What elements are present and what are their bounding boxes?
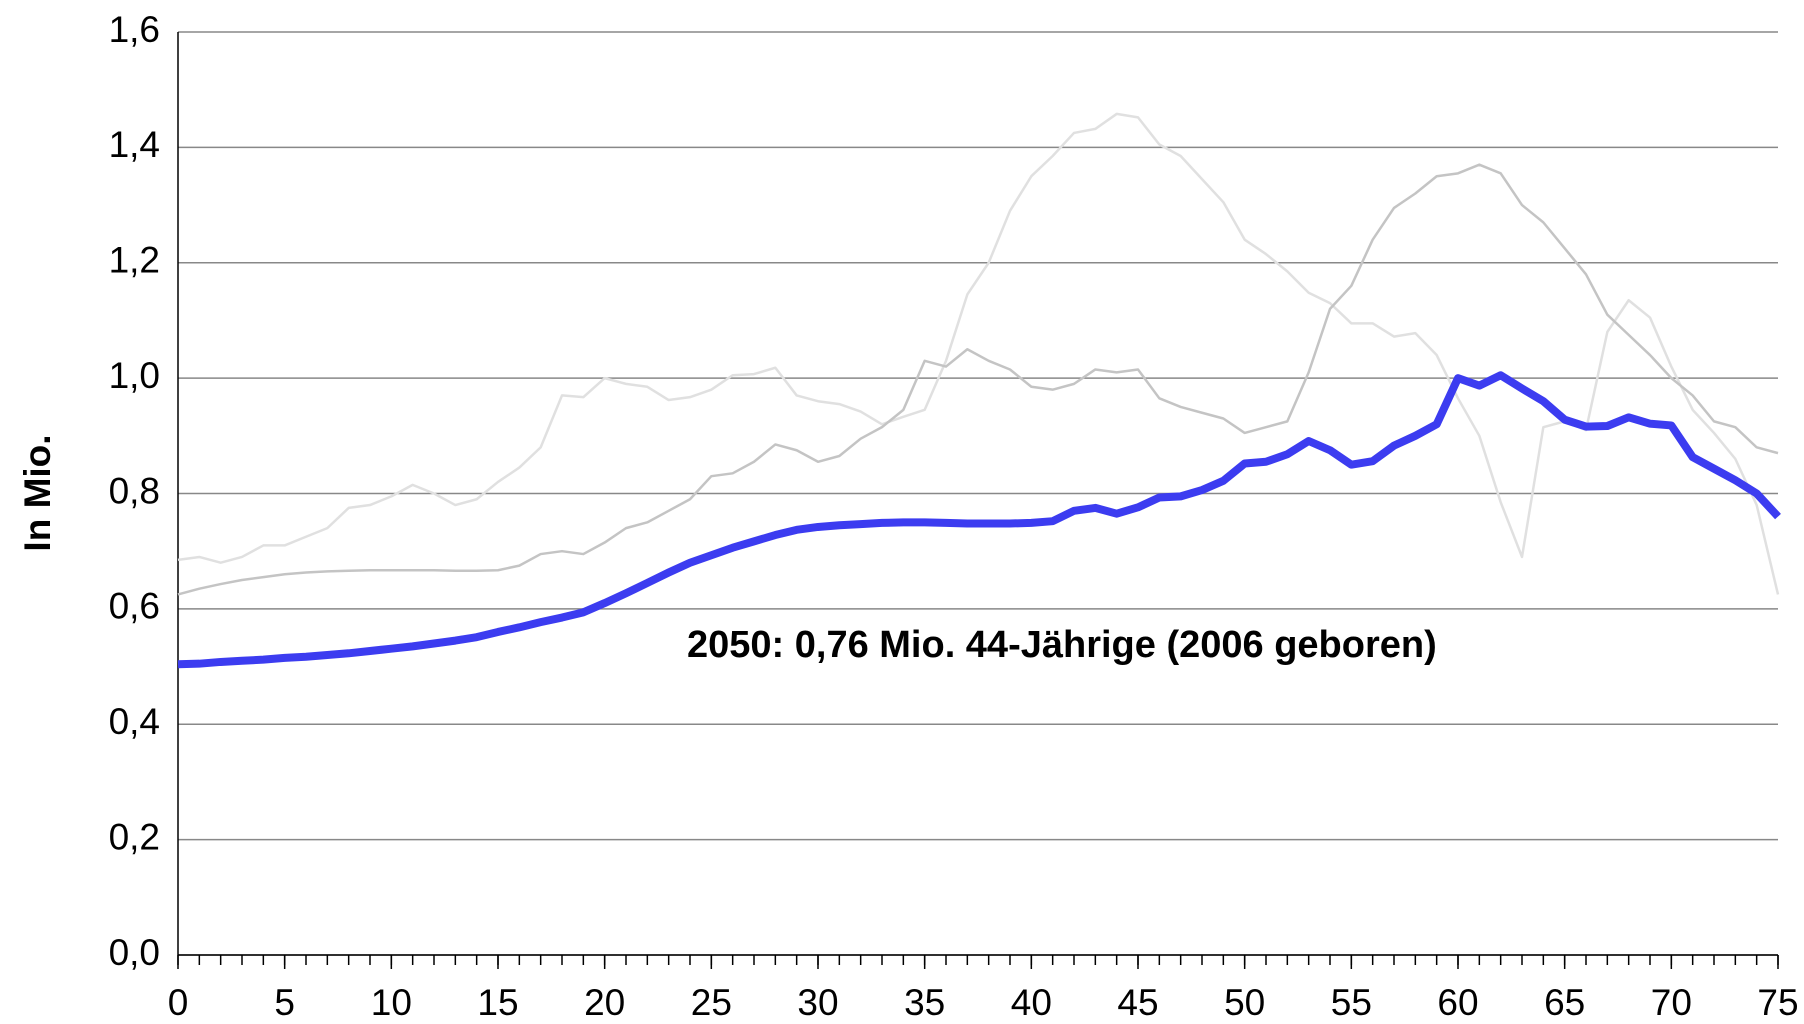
x-tick-label: 10 xyxy=(371,982,412,1023)
x-tick-label: 30 xyxy=(797,982,838,1023)
data-line xyxy=(177,163,1779,596)
y-tick-label: 0,2 xyxy=(109,816,160,857)
x-tick-label: 65 xyxy=(1544,982,1585,1023)
y-tick-label: 1,2 xyxy=(109,240,160,281)
x-tick-label: 70 xyxy=(1651,982,1692,1023)
y-tick-label: 0,6 xyxy=(109,586,160,627)
x-tick-label: 75 xyxy=(1757,982,1798,1023)
y-tick-label: 0,4 xyxy=(109,701,160,742)
data-line xyxy=(177,112,1780,595)
x-tick-label: 40 xyxy=(1011,982,1052,1023)
x-tick-label: 0 xyxy=(168,982,189,1023)
y-tick-label: 1,4 xyxy=(109,124,160,165)
x-tick-label: 25 xyxy=(691,982,732,1023)
y-tick-label: 0,8 xyxy=(109,470,160,511)
x-tick-label: 20 xyxy=(584,982,625,1023)
y-tick-label: 1,0 xyxy=(109,355,160,396)
annotation: 2050: 0,76 Mio. 44-Jährige (2006 geboren… xyxy=(687,624,1437,666)
x-tick-label: 5 xyxy=(274,982,295,1023)
y-tick-label: 1,6 xyxy=(109,9,160,50)
x-tick-label: 35 xyxy=(904,982,945,1023)
y-tick-label: 0,0 xyxy=(109,932,160,973)
x-tick-label: 15 xyxy=(477,982,518,1023)
x-tick-label: 60 xyxy=(1437,982,1478,1023)
y-axis-label: In Mio. xyxy=(17,434,58,551)
data-line xyxy=(177,371,1781,669)
x-tick-label: 45 xyxy=(1117,982,1158,1023)
x-tick-label: 50 xyxy=(1224,982,1265,1023)
x-tick-label: 55 xyxy=(1331,982,1372,1023)
